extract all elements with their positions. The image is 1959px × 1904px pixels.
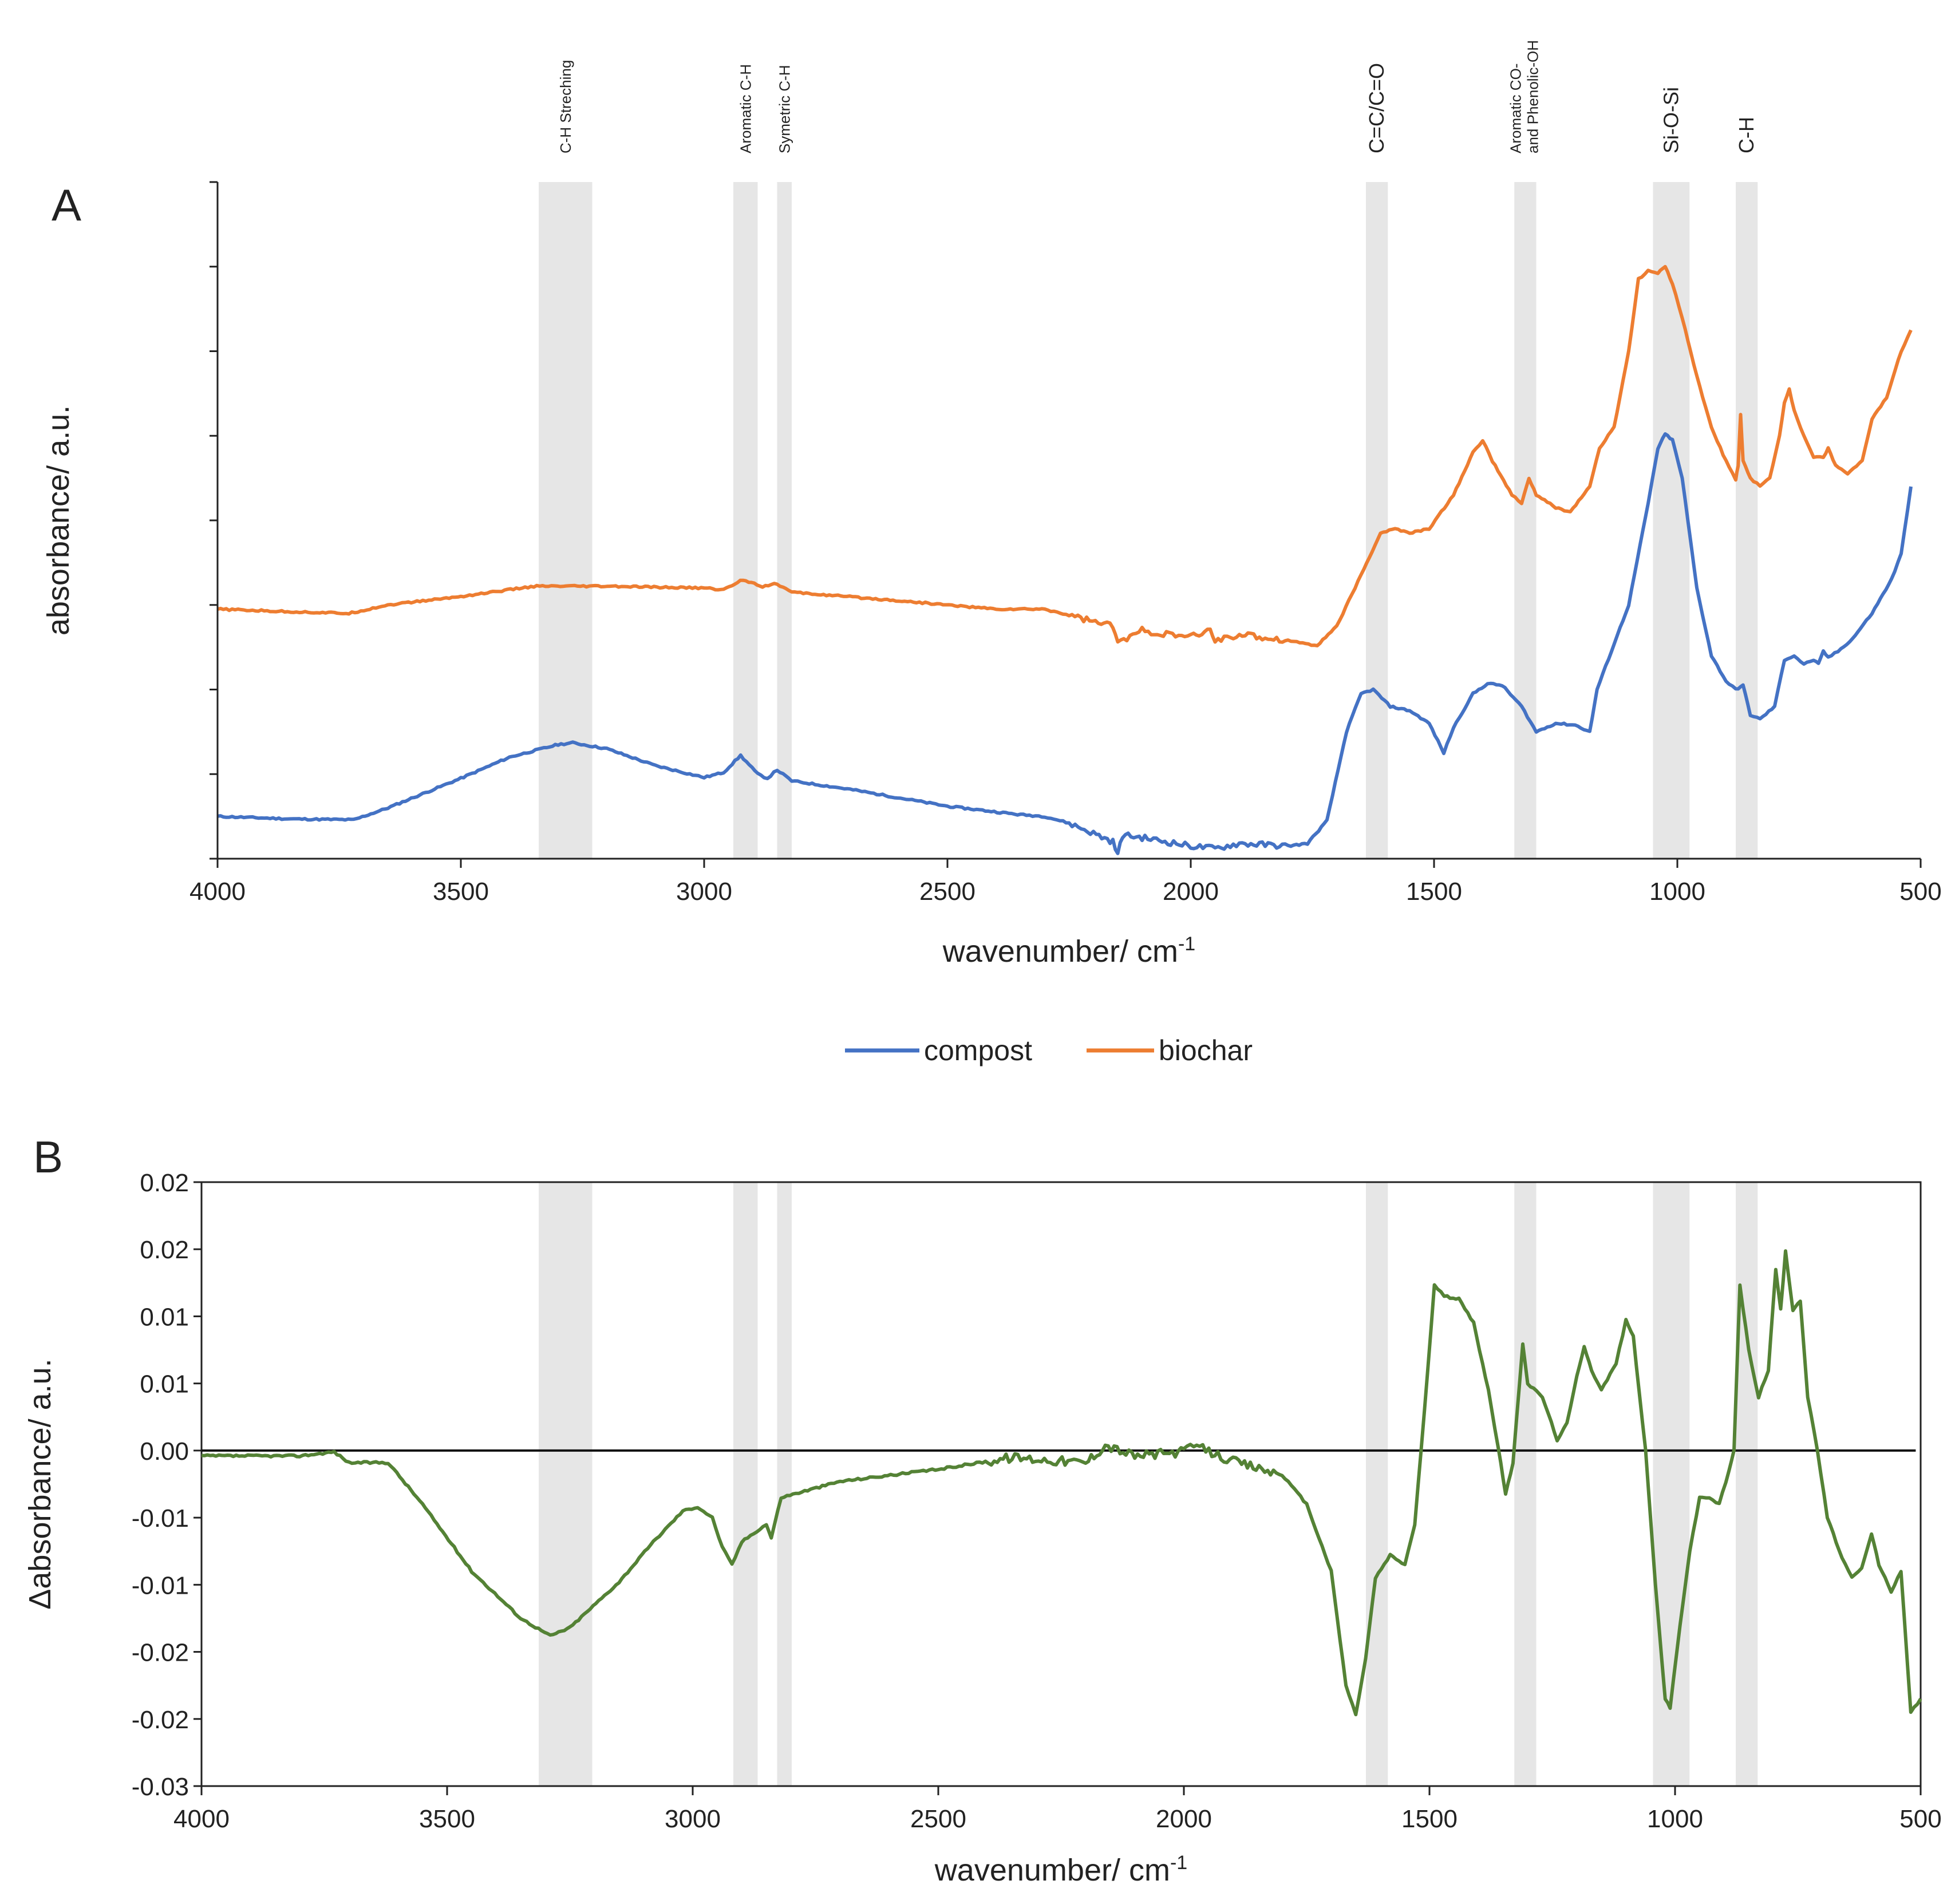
panel-a-x-tick-label: 3500 [433,878,489,906]
band-shade-b [777,1182,792,1786]
panel-b-x-tick-label: 1000 [1647,1805,1703,1833]
band-label: C-H Streching [557,60,574,153]
panel-b-x-tick-label: 500 [1899,1805,1941,1833]
panel-b-x-tick-label: 3500 [419,1805,475,1833]
band-shade-a [1736,182,1758,859]
panel-b-difference-chart: B 0.02 0.02 0.01 0.01 0.00 -0.01 -0.01 -0.02 -0.… [23,1132,1942,1887]
panel-b-y-tick-label: 0.00 [140,1437,189,1465]
panel-b-plot-frame [200,1181,1922,1787]
panel-b-x-tick-label: 4000 [173,1805,230,1833]
panel-a-x-tick-label: 500 [1899,878,1941,906]
legend: compost biochar [845,1034,1253,1066]
band-label-line: Aromatic C-H [737,64,754,153]
panel-b-x-tick-label: 1500 [1401,1805,1458,1833]
legend-label-biochar: biochar [1159,1034,1253,1066]
band-shade-a [539,182,593,859]
band-label: Si-O-Si [1659,87,1682,153]
panel-b-x-tick-label: 2000 [1156,1805,1212,1833]
panel-b-x-tick-label: 3000 [665,1805,721,1833]
panel-b-y-tick-label: -0.02 [132,1706,189,1734]
panel-b-x-axis-title: wavenumber/ cm-1 [934,1852,1187,1887]
series-line-difference [201,1249,1922,1717]
series-line-biochar [217,264,1913,647]
panel-b-y-tick-label: -0.01 [132,1571,189,1599]
panel-b-y-tick-label: -0.03 [132,1773,189,1801]
panel-a-x-axis-title: wavenumber/ cm-1 [942,933,1195,969]
panel-a-absorbance-chart: A 4000 3500 3000 2500 2000 1500 1000 500 absorb… [41,180,1942,969]
series-line-compost [217,432,1913,855]
band-shade-a [733,182,758,859]
band-shade-a [777,182,792,859]
band-label-line: and Phenolic-OH [1524,40,1541,153]
band-shade-b [539,1182,593,1786]
panel-a-x-tick-label: 3000 [676,878,732,906]
panel-b-y-tick-label: -0.01 [132,1504,189,1532]
band-label-line: Si-O-Si [1659,87,1682,153]
panel-b-y-tick-label: 0.01 [140,1370,189,1399]
panel-b-y-ticks: 0.02 0.02 0.01 0.01 0.00 -0.01 -0.01 -0.02 -0.02… [132,1169,202,1801]
band-label-line: Symetric C-H [776,65,793,153]
band-labels-layer: C-H Streching Aromatic C-H Symetric C-H C=C… [557,40,1758,153]
panel-b-letter: B [33,1132,63,1182]
panel-b-y-tick-label: 0.02 [140,1236,189,1264]
panel-b-x-tick-label: 2500 [910,1805,966,1833]
band-label: C-H [1735,117,1758,153]
panel-a-x-tick-label: 1000 [1649,878,1705,906]
panel-a-x-tick-label: 2500 [919,878,975,906]
panel-a-y-ticks [210,181,218,860]
panel-b-y-axis-title: Δabsorbance/ a.u. [23,1358,57,1609]
panel-a-x-tick-label: 1500 [1406,878,1462,906]
band-label-line: C=C/C=O [1365,63,1388,153]
panel-a-x-ticks: 4000 3500 3000 2500 2000 1500 1000 500 [189,859,1942,906]
band-label-line: Aromatic CO- [1507,64,1524,153]
band-label: Aromatic C-H [737,64,754,153]
band-shade-b [1514,1182,1537,1786]
panel-b-y-tick-label: 0.02 [140,1169,189,1197]
band-label-line: C-H [1735,117,1758,153]
panel-a-series-layer [217,264,1913,855]
panel-b-y-tick-label: 0.01 [140,1303,189,1331]
panel-b-x-ticks: 4000 3500 3000 2500 2000 1500 1000 500 [173,1786,1942,1833]
panel-a-x-tick-label: 4000 [189,878,246,906]
panel-a-letter: A [52,180,81,230]
band-label-line: C-H Streching [557,60,574,153]
panel-b-y-tick-label: -0.02 [132,1639,189,1667]
panel-a-y-axis-title: absorbance/ a.u. [41,405,76,635]
band-label: Symetric C-H [776,65,793,153]
band-label: Aromatic CO-and Phenolic-OH [1507,40,1541,153]
band-shade-b [1736,1182,1758,1786]
band-shade-b [733,1182,758,1786]
band-shade-a [1653,182,1690,859]
band-shade-b [1366,1182,1388,1786]
legend-label-compost: compost [924,1034,1032,1066]
band-label: C=C/C=O [1365,63,1388,153]
panel-a-x-tick-label: 2000 [1163,878,1219,906]
band-shade-a [1366,182,1388,859]
panel-b-series-layer [201,1249,1922,1717]
band-shade-a [1514,182,1537,859]
